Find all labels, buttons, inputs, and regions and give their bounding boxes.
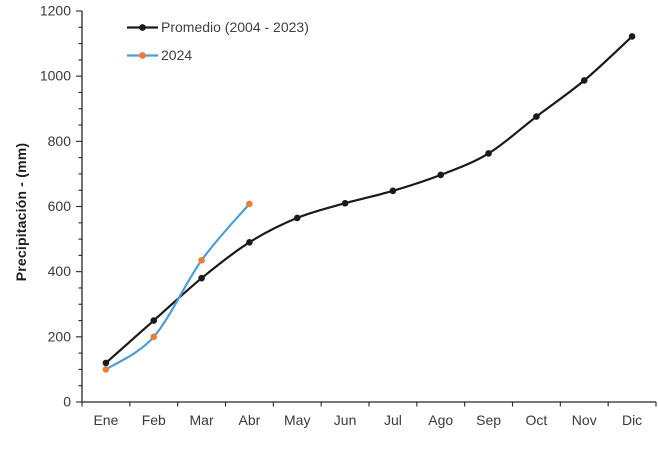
series-marker-0 — [437, 171, 445, 179]
x-tick-label: Ago — [428, 412, 453, 428]
series-marker-0 — [628, 33, 636, 40]
series-marker-1 — [102, 366, 110, 373]
y-tick-label: 400 — [48, 263, 72, 279]
series-marker-1 — [150, 333, 158, 341]
x-tick-label: Ene — [93, 412, 118, 428]
series-marker-0 — [293, 214, 301, 222]
legend-label-promedio: Promedio (2004 - 2023) — [161, 19, 309, 35]
series-marker-0 — [246, 239, 253, 246]
promedio-line-marker-icon — [127, 23, 158, 31]
series-marker-0 — [150, 317, 158, 324]
legend-item-promedio: Promedio (2004 - 2023) — [127, 17, 309, 37]
x-tick-label: Mar — [190, 412, 214, 428]
series-line-0 — [104, 35, 634, 364]
series-marker-0 — [341, 199, 349, 207]
y-tick-label: 200 — [48, 328, 72, 344]
x-tick-label: Nov — [572, 412, 597, 428]
series-marker-0 — [198, 274, 205, 282]
year-2024-line-marker-icon — [127, 51, 158, 59]
y-tick-label: 600 — [48, 198, 72, 214]
series-marker-0 — [533, 113, 540, 120]
x-tick-label: May — [284, 412, 310, 428]
y-tick-label: 1200 — [40, 3, 71, 19]
x-tick-label: Jun — [334, 412, 357, 428]
x-tick-label: Feb — [142, 412, 166, 428]
y-tick-label: 800 — [48, 133, 72, 149]
legend-label-2024: 2024 — [161, 47, 193, 63]
series-marker-0 — [485, 150, 492, 157]
legend: Promedio (2004 - 2023) 2024 — [127, 17, 309, 65]
x-tick-label: Dic — [622, 412, 642, 428]
legend-item-2024: 2024 — [127, 45, 309, 65]
x-tick-label: Sep — [476, 412, 501, 428]
y-tick-label: 0 — [63, 394, 71, 410]
series-marker-1 — [198, 256, 205, 264]
series-marker-0 — [389, 187, 397, 195]
series-marker-0 — [102, 359, 110, 367]
series-marker-1 — [246, 200, 253, 208]
x-tick-label: Oct — [526, 412, 548, 428]
y-tick-label: 1000 — [40, 68, 71, 84]
series-line-1 — [104, 202, 251, 371]
series-marker-0 — [580, 77, 588, 84]
x-tick-label: Jul — [384, 412, 402, 428]
y-axis-title: Precipitación - (mm) — [13, 142, 29, 282]
x-tick-label: Abr — [239, 412, 261, 428]
